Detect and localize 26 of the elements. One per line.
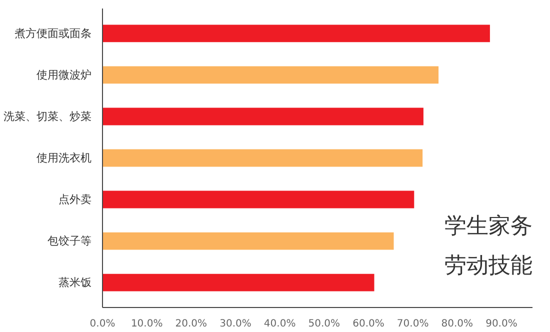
- bar: [102, 149, 423, 167]
- annotation: 劳动技能: [444, 253, 532, 278]
- y-tick-label: 煮方便面或面条: [14, 26, 92, 40]
- bar: [102, 190, 414, 208]
- y-tick-label: 蒸米饭: [58, 276, 92, 290]
- y-tick-label: 使用微波炉: [36, 68, 92, 82]
- x-tick-label: 80.0%: [441, 318, 474, 330]
- bar: [102, 108, 424, 126]
- y-tick-label: 包饺子等: [48, 234, 92, 248]
- y-tick-label: 点外卖: [58, 193, 92, 206]
- bar: [102, 66, 439, 84]
- x-tick-label: 70.0%: [396, 318, 429, 330]
- bar: [102, 274, 374, 292]
- y-tick-label: 使用洗衣机: [36, 152, 92, 164]
- x-tick-label: 40.0%: [264, 318, 296, 330]
- bar: [102, 24, 490, 42]
- x-tick-label: 50.0%: [308, 318, 340, 330]
- x-tick-label: 20.0%: [175, 318, 208, 330]
- bar: [102, 232, 394, 250]
- x-tick-label: 0.0%: [90, 318, 116, 330]
- x-tick-label: 60.0%: [352, 318, 384, 330]
- y-tick-label: 洗菜、切菜、炒菜: [4, 110, 92, 123]
- x-tick-label: 90.0%: [486, 318, 518, 330]
- annotation: 学生家务: [444, 214, 532, 240]
- x-tick-label: 10.0%: [130, 318, 163, 330]
- x-tick-label: 30.0%: [220, 318, 252, 330]
